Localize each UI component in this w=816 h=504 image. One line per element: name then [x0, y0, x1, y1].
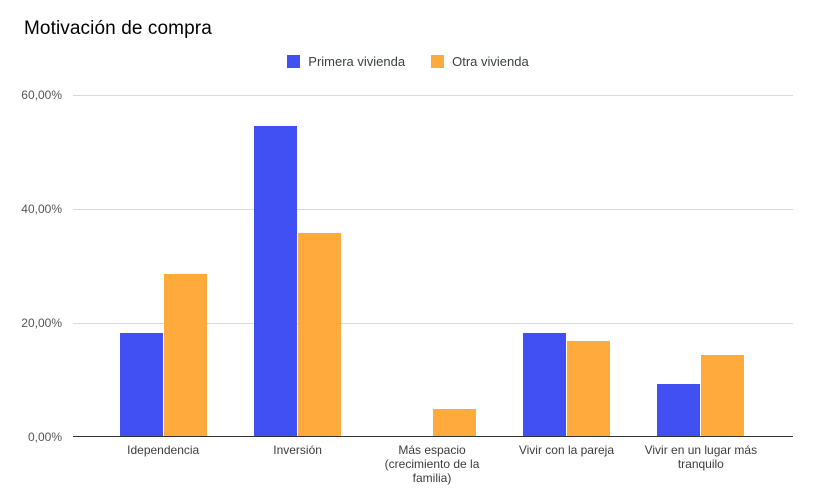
x-label-cell: Vivir con la pareja — [499, 443, 633, 485]
x-axis-label-inversion: Inversión — [273, 443, 322, 457]
gridline-40 — [73, 209, 793, 210]
x-axis-label-idependencia: Idependencia — [127, 443, 200, 457]
bar-otra-vivienda[interactable] — [432, 408, 476, 436]
gridline-60 — [73, 95, 793, 96]
bar-group-inversion — [230, 95, 364, 436]
bar-group-idependencia — [96, 95, 230, 436]
bar-primera-vivienda[interactable] — [657, 384, 701, 436]
plot-area — [73, 95, 793, 437]
bar-group-mas-espacio-crecimiento-de-la-familia- — [365, 95, 499, 436]
bar-otra-vivienda[interactable] — [701, 354, 745, 436]
bar-primera-vivienda[interactable] — [119, 332, 163, 436]
y-axis-tick-40: 40,00% — [21, 202, 62, 216]
legend: Primera vivienda Otra vivienda — [0, 54, 816, 69]
y-axis-tick-0: 0,00% — [27, 430, 62, 444]
x-axis-label-vivir-en-un-lugar-mas-tranquilo: Vivir en un lugar más tranquilo — [644, 443, 758, 471]
x-axis-label-mas-espacio-crecimiento-de-la-familia-: Más espacio (crecimiento de la familia) — [384, 443, 480, 485]
bar-group-vivir-con-la-pareja — [499, 95, 633, 436]
legend-item-primera-vivienda[interactable]: Primera vivienda — [287, 54, 405, 69]
chart-title: Motivación de compra — [24, 18, 212, 39]
legend-swatch-icon — [287, 55, 301, 68]
y-axis-tick-60: 60,00% — [21, 88, 62, 102]
bar-otra-vivienda[interactable] — [163, 273, 207, 436]
legend-label: Primera vivienda — [308, 54, 406, 69]
bar-primera-vivienda[interactable] — [522, 332, 566, 436]
gridline-20 — [73, 323, 793, 324]
bar-primera-vivienda[interactable] — [254, 125, 298, 436]
x-axis-labels: Idependencia Inversión Más espacio (crecim… — [96, 443, 768, 485]
x-label-cell: Vivir en un lugar más tranquilo — [634, 443, 768, 485]
x-axis-label-vivir-con-la-pareja: Vivir con la pareja — [518, 443, 614, 457]
x-label-cell: Idependencia — [96, 443, 230, 485]
bar-otra-vivienda[interactable] — [298, 233, 342, 436]
legend-item-otra-vivienda[interactable]: Otra vivienda — [431, 54, 529, 69]
legend-label: Otra vivienda — [452, 54, 529, 69]
bar-otra-vivienda[interactable] — [566, 341, 610, 436]
legend-swatch-icon — [431, 55, 445, 68]
x-axis-line — [73, 436, 793, 437]
bar-group-vivir-en-un-lugar-mas-tranquilo — [634, 95, 768, 436]
x-label-cell: Más espacio (crecimiento de la familia) — [365, 443, 499, 485]
bar-groups — [96, 95, 768, 436]
x-label-cell: Inversión — [230, 443, 364, 485]
y-axis-tick-20: 20,00% — [21, 316, 62, 330]
